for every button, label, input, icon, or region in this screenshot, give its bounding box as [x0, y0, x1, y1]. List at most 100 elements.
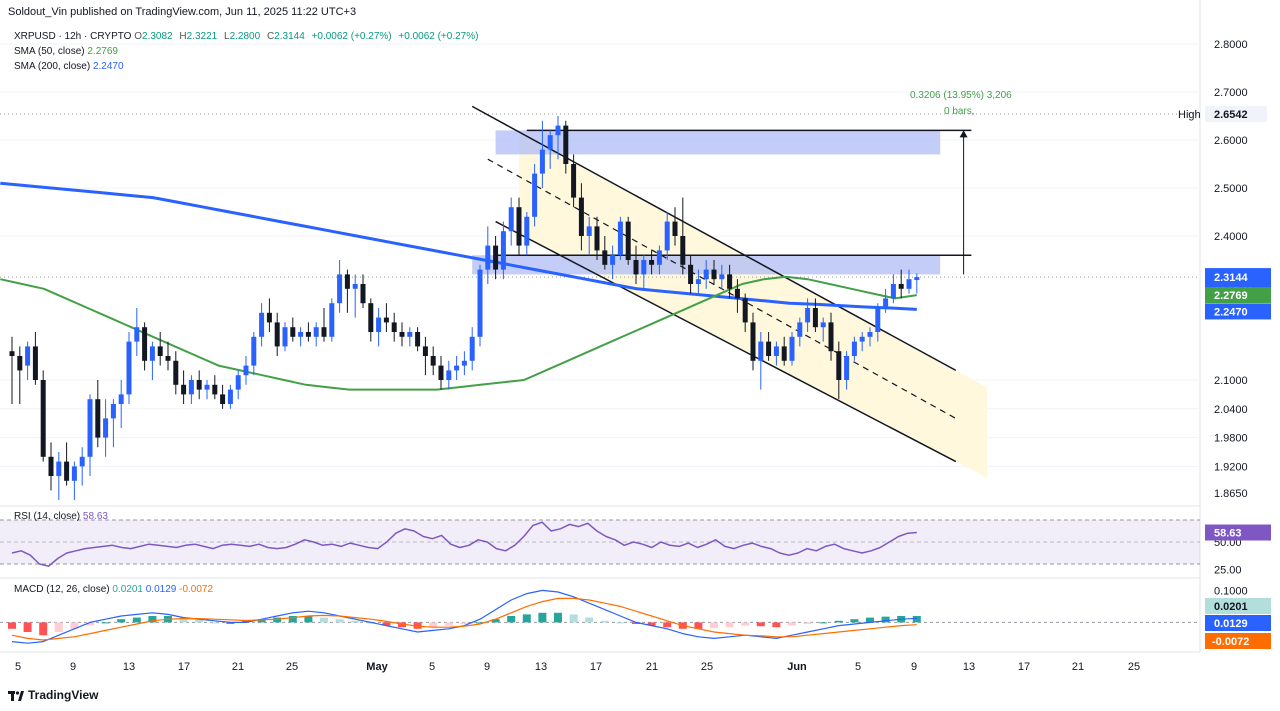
macd-hist-bar — [476, 622, 484, 624]
candle-up — [352, 284, 358, 289]
channel-fill — [519, 131, 987, 478]
macd-hist-bar — [788, 622, 796, 626]
macd-label: MACD (12, 26, close) — [14, 584, 110, 595]
candle-up — [103, 418, 109, 438]
sma50-line — [0, 275, 917, 391]
sma50-tag — [1205, 287, 1271, 304]
candle-up — [695, 279, 701, 284]
candle-down — [430, 356, 436, 366]
candle-down — [212, 384, 218, 395]
candle-down — [898, 284, 904, 289]
sma50-value: 2.2769 — [87, 46, 118, 57]
candle-down — [711, 269, 717, 280]
macd-hist-bar — [803, 622, 812, 624]
sma200-legend[interactable]: SMA (200, close) 2.2470 — [14, 59, 482, 74]
candle-up — [500, 231, 506, 270]
candle-up — [87, 399, 93, 457]
price-tick: 2.5000 — [1214, 183, 1248, 195]
publisher-header: Soldout_Vin published on TradingView.com… — [8, 6, 357, 18]
candle-down — [157, 346, 163, 356]
price-tick: 2.8000 — [1214, 39, 1248, 51]
candle-up — [867, 332, 873, 337]
sma50-legend[interactable]: SMA (50, close) 2.2769 — [14, 44, 482, 59]
candle-down — [368, 303, 374, 332]
candle-up — [789, 336, 795, 361]
rsi-legend[interactable]: RSI (14, close) 58.63 — [14, 511, 108, 522]
price-tick: 2.6000 — [1214, 135, 1248, 147]
candle-down — [344, 274, 350, 289]
candle-up — [844, 356, 850, 380]
time-label: 13 — [535, 661, 547, 673]
candle-up — [376, 317, 382, 332]
time-label: 13 — [123, 661, 135, 673]
candle-up — [586, 226, 592, 236]
macd-hist-tag — [1205, 598, 1271, 614]
macd-hist-bar — [632, 622, 640, 624]
candle-down — [196, 380, 202, 390]
macd-hist-bar — [554, 612, 562, 623]
tradingview-logo[interactable]: TradingView — [8, 688, 98, 702]
candle-down — [672, 221, 678, 236]
macd-legend[interactable]: MACD (12, 26, close) 0.0201 0.0129 -0.00… — [14, 584, 213, 595]
rsi-tag-value: 58.63 — [1214, 528, 1242, 540]
candle-up — [25, 346, 31, 366]
tradingview-brand: TradingView — [28, 688, 99, 702]
candle-up — [820, 322, 826, 328]
candle-down — [95, 399, 101, 438]
candle-up — [610, 255, 616, 265]
macd-hist-bar — [70, 622, 79, 629]
macd-hist-tag-value: 0.0201 — [1214, 601, 1248, 613]
candle-up — [56, 461, 62, 476]
channel-upper-line — [471, 105, 957, 372]
time-label: 5 — [15, 661, 21, 673]
high-label: High — [1178, 109, 1201, 121]
macd-hist-bar — [834, 620, 843, 623]
macd-hist-bar — [226, 622, 235, 624]
candle-up — [641, 260, 647, 275]
rsi-label: RSI (14, close) — [14, 511, 81, 522]
time-label: 17 — [1018, 661, 1030, 673]
candle-down — [399, 332, 405, 337]
candle-down — [274, 322, 280, 347]
macd-hist-bar — [351, 620, 360, 623]
macd-hist-bar — [507, 616, 516, 623]
candle-down — [438, 365, 444, 380]
sma200-value: 2.2470 — [92, 61, 124, 72]
macd-hist-bar — [600, 620, 609, 623]
macd-hist-bar — [398, 622, 406, 628]
candle-down — [415, 332, 421, 347]
high-value: 2.3221 — [186, 31, 218, 42]
symbol-title[interactable]: XRPUSD · 12h · CRYPTO — [14, 31, 132, 42]
candle-up — [118, 394, 124, 404]
candle-down — [32, 346, 38, 380]
macd-hist-bar — [694, 622, 703, 629]
last-price-value: 2.3144 — [1214, 272, 1249, 284]
candle-up — [235, 375, 241, 390]
candle-up — [407, 332, 413, 337]
rsi-tag — [1205, 524, 1271, 541]
candle-up — [485, 245, 491, 270]
open-value: 2.3082 — [142, 31, 173, 42]
macd-hist-value: 0.0201 — [112, 584, 143, 595]
candle-up — [149, 346, 155, 361]
time-label: 5 — [429, 661, 435, 673]
candle-up — [773, 346, 779, 356]
change-value: +0.0062 (+0.27%) — [311, 31, 392, 42]
candle-down — [688, 264, 694, 284]
price-tick: 1.9800 — [1214, 433, 1248, 445]
time-label: 17 — [590, 661, 602, 673]
time-label: May — [366, 661, 388, 673]
candle-up — [914, 277, 920, 281]
candle-down — [48, 456, 54, 476]
time-label: 5 — [855, 661, 861, 673]
rsi-line — [11, 521, 917, 567]
macd-signal-value: -0.0072 — [179, 584, 214, 595]
candle-down — [727, 274, 733, 289]
candle-down — [750, 322, 756, 361]
price-tick: 1.8650 — [1214, 488, 1248, 500]
macd-hist-bar — [850, 619, 859, 623]
macd-line — [11, 589, 917, 644]
sma50-label: SMA (50, close) — [14, 46, 85, 57]
candle-down — [633, 260, 639, 275]
